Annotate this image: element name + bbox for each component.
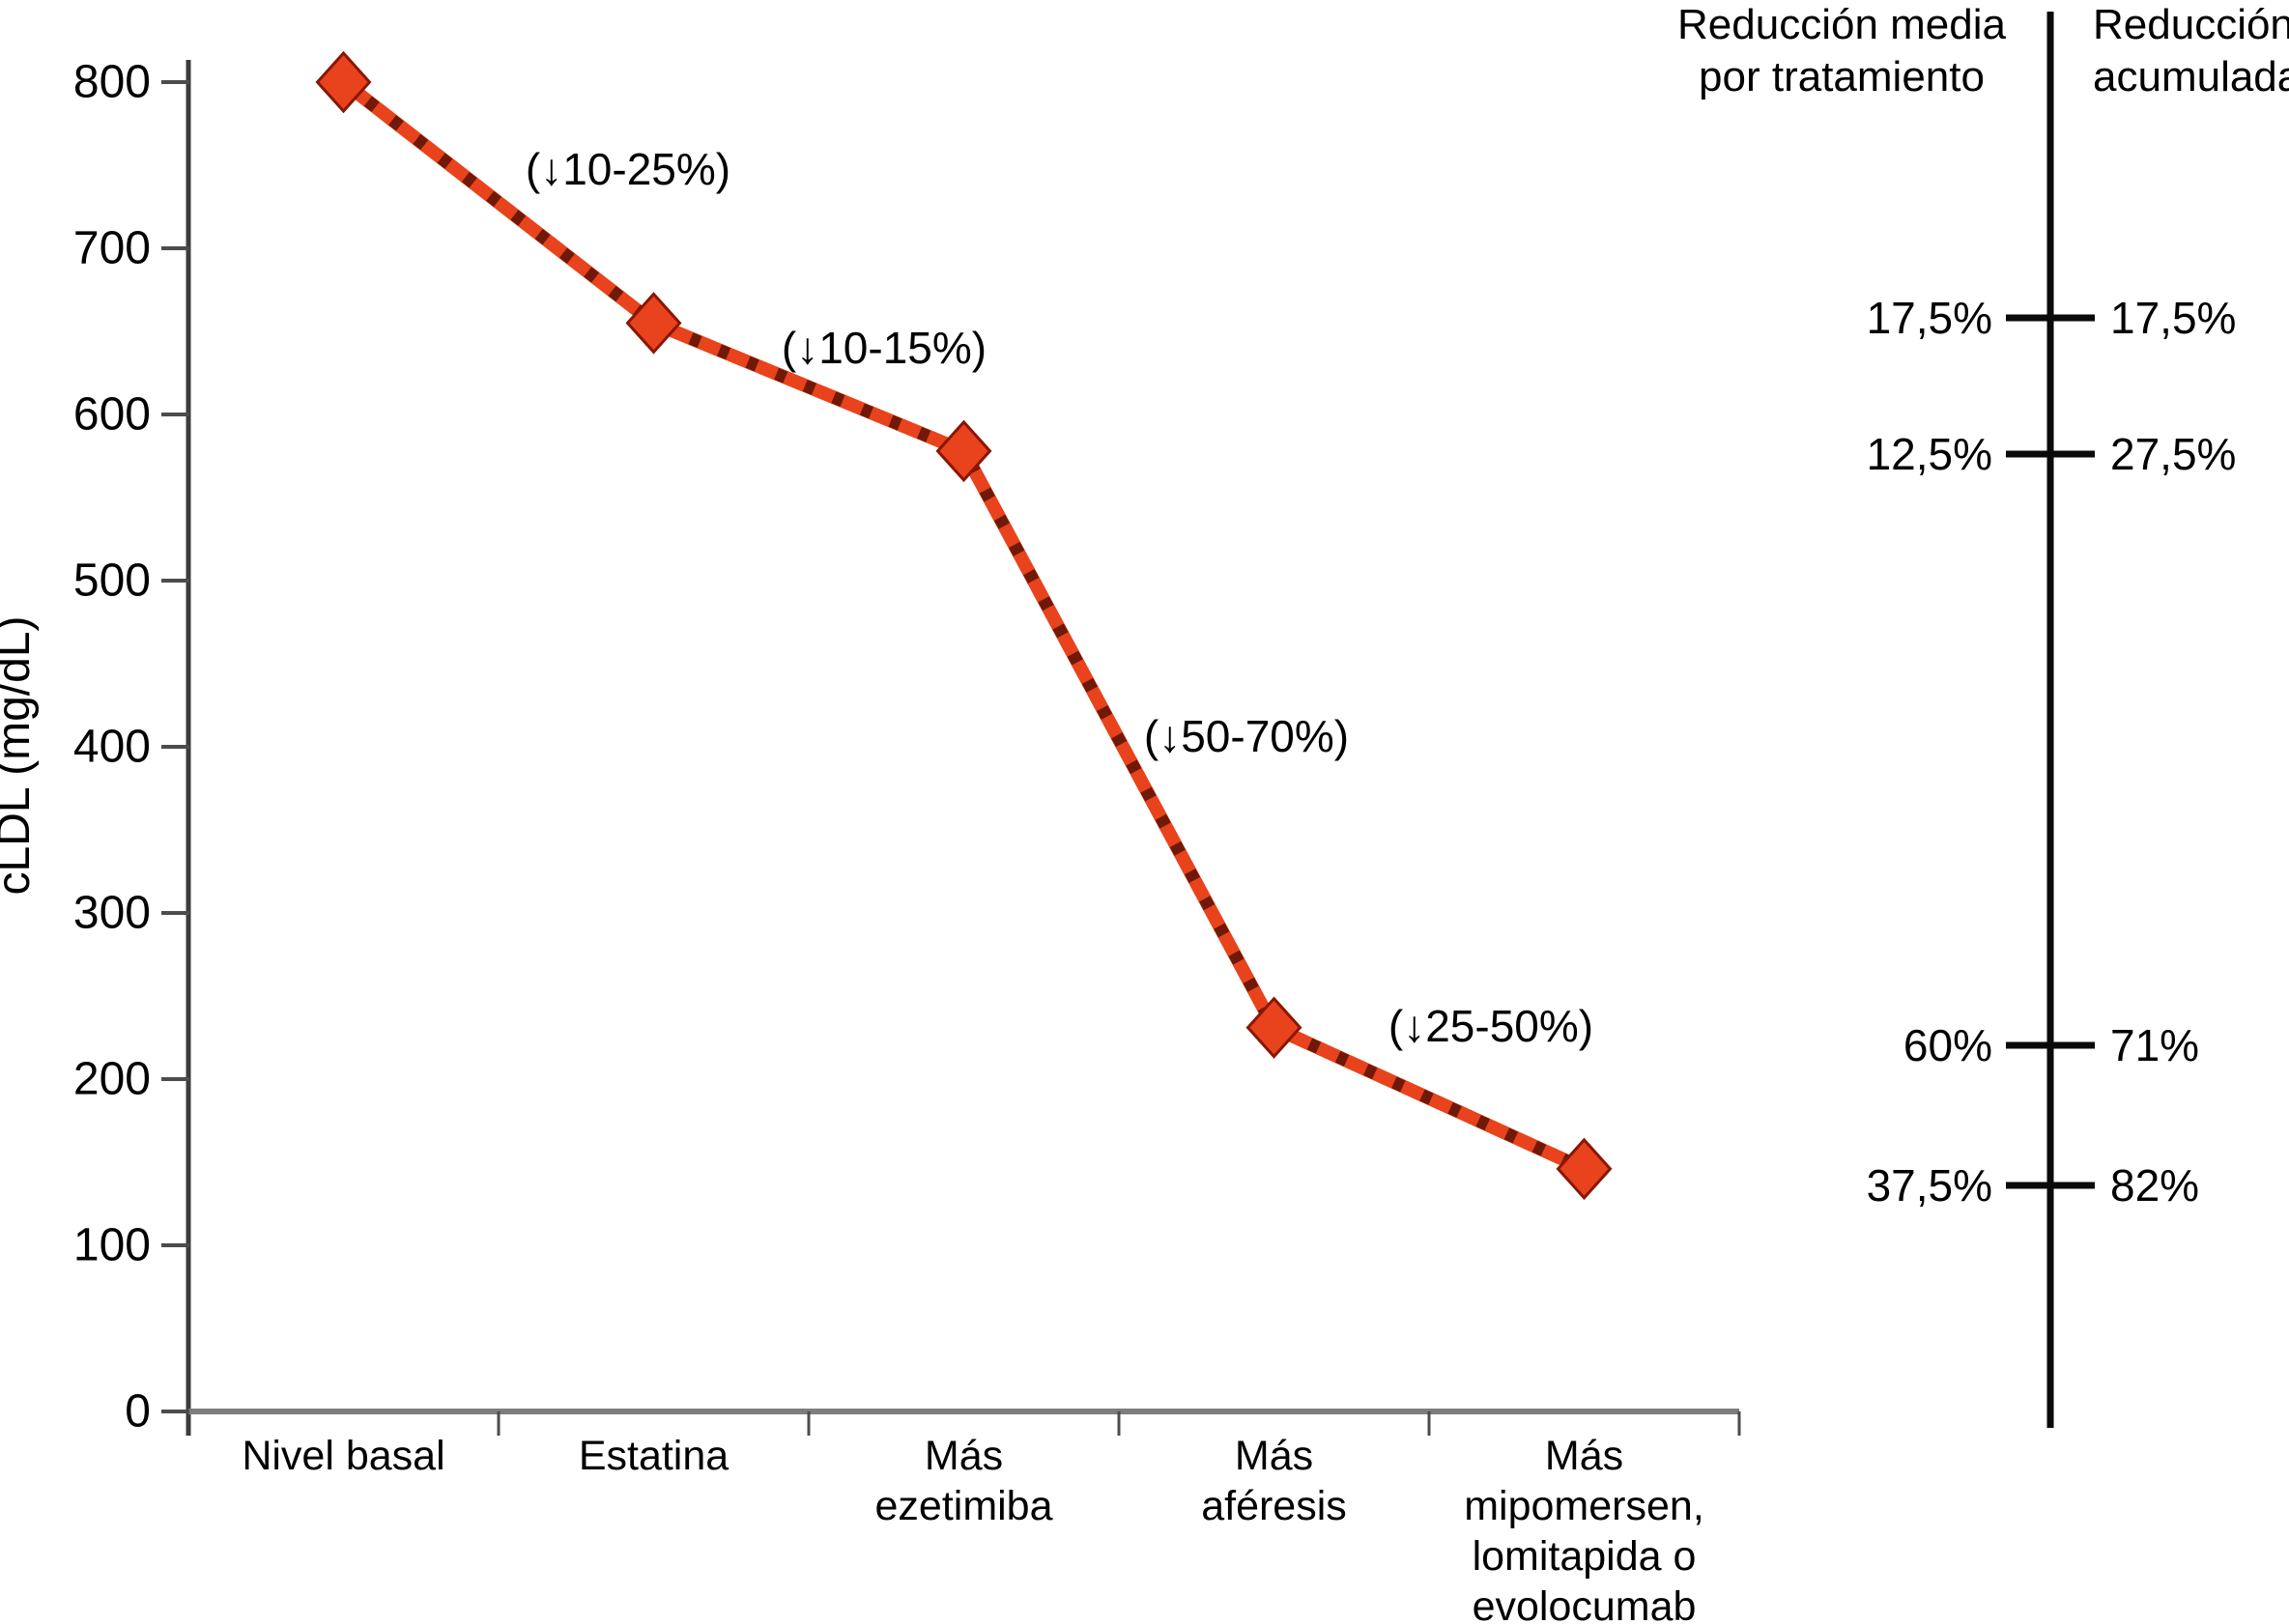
per-treatment-value: 17,5% bbox=[1867, 293, 1992, 343]
label-line: Estatina bbox=[579, 1433, 729, 1479]
y-tick-label: 700 bbox=[73, 223, 151, 274]
y-tick-label: 500 bbox=[73, 556, 151, 607]
label-line: Más bbox=[1545, 1433, 1623, 1479]
cumulative-header-line: acumulada bbox=[2093, 53, 2289, 100]
y-tick-label: 300 bbox=[73, 888, 151, 939]
cumulative-value: 27,5% bbox=[2110, 429, 2236, 479]
annotation-label: (↓25-50%) bbox=[1388, 1001, 1593, 1051]
cumulative-header-line: Reducción bbox=[2093, 1, 2289, 48]
y-tick-label: 800 bbox=[73, 57, 151, 108]
data-point-marker bbox=[315, 50, 372, 114]
label-line: aféresis bbox=[1201, 1483, 1347, 1529]
y-tick-label: 600 bbox=[73, 389, 151, 441]
annotation-label: (↓10-25%) bbox=[526, 144, 730, 194]
label-line: Nivel basal bbox=[242, 1433, 444, 1479]
y-tick-label: 200 bbox=[73, 1054, 151, 1105]
y-axis-title: cLDL (mg/dL) bbox=[0, 616, 40, 896]
data-point-marker bbox=[625, 292, 682, 355]
y-tick-label: 0 bbox=[125, 1386, 151, 1438]
y-tick-label: 400 bbox=[73, 722, 151, 773]
per-treatment-value: 60% bbox=[1903, 1020, 1992, 1070]
cumulative-value: 82% bbox=[2110, 1160, 2199, 1211]
x-category-label: Nivel basal bbox=[242, 1433, 444, 1479]
per-treatment-value: 37,5% bbox=[1867, 1160, 1992, 1211]
label-line: evolocumab bbox=[1473, 1583, 1697, 1624]
data-point-marker bbox=[1245, 996, 1302, 1059]
per-treatment-header-line: Reducción media bbox=[1677, 1, 2006, 48]
x-category-label: Más mipomersen, lomitapida o evolocumab bbox=[1464, 1433, 1704, 1624]
y-tick-label: 100 bbox=[73, 1220, 151, 1271]
per-treatment-header-line: por tratamiento bbox=[1699, 53, 1985, 100]
label-line: lomitapida o bbox=[1473, 1533, 1697, 1580]
label-line: ezetimiba bbox=[874, 1483, 1052, 1529]
per-treatment-value: 12,5% bbox=[1867, 429, 1992, 479]
label-line: Más bbox=[925, 1433, 1003, 1479]
data-point-marker bbox=[935, 419, 992, 483]
data-point-marker bbox=[1556, 1137, 1613, 1201]
cumulative-value: 17,5% bbox=[2110, 293, 2236, 343]
cumulative-value: 71% bbox=[2110, 1020, 2199, 1070]
x-category-label: Más ezetimiba bbox=[874, 1433, 1052, 1529]
label-line: mipomersen, bbox=[1464, 1483, 1704, 1529]
x-category-label: Estatina bbox=[579, 1433, 729, 1479]
annotation-label: (↓10-15%) bbox=[782, 323, 987, 373]
annotation-label: (↓50-70%) bbox=[1144, 711, 1349, 761]
x-category-label: Más aféresis bbox=[1201, 1433, 1347, 1529]
label-line: Más bbox=[1235, 1433, 1313, 1479]
